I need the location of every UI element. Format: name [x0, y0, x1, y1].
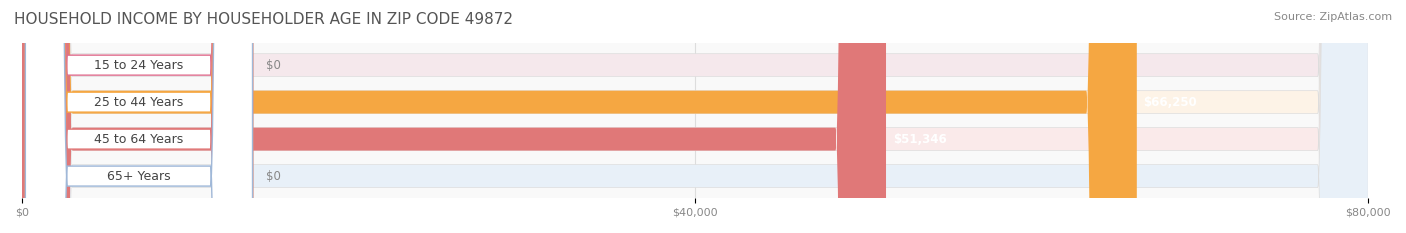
Text: 15 to 24 Years: 15 to 24 Years	[94, 59, 184, 72]
FancyBboxPatch shape	[25, 0, 253, 233]
FancyBboxPatch shape	[22, 0, 1368, 233]
FancyBboxPatch shape	[25, 0, 253, 233]
Text: 65+ Years: 65+ Years	[107, 170, 170, 183]
Text: HOUSEHOLD INCOME BY HOUSEHOLDER AGE IN ZIP CODE 49872: HOUSEHOLD INCOME BY HOUSEHOLDER AGE IN Z…	[14, 12, 513, 27]
Text: $0: $0	[266, 170, 281, 183]
FancyBboxPatch shape	[25, 0, 253, 233]
FancyBboxPatch shape	[22, 0, 1368, 233]
Text: $0: $0	[266, 59, 281, 72]
FancyBboxPatch shape	[22, 0, 1368, 233]
FancyBboxPatch shape	[22, 0, 1368, 233]
Text: Source: ZipAtlas.com: Source: ZipAtlas.com	[1274, 12, 1392, 22]
Text: $66,250: $66,250	[1143, 96, 1198, 109]
FancyBboxPatch shape	[22, 0, 886, 233]
Text: 45 to 64 Years: 45 to 64 Years	[94, 133, 184, 146]
FancyBboxPatch shape	[25, 0, 253, 233]
FancyBboxPatch shape	[22, 0, 1137, 233]
Text: $51,346: $51,346	[893, 133, 946, 146]
Text: 25 to 44 Years: 25 to 44 Years	[94, 96, 184, 109]
